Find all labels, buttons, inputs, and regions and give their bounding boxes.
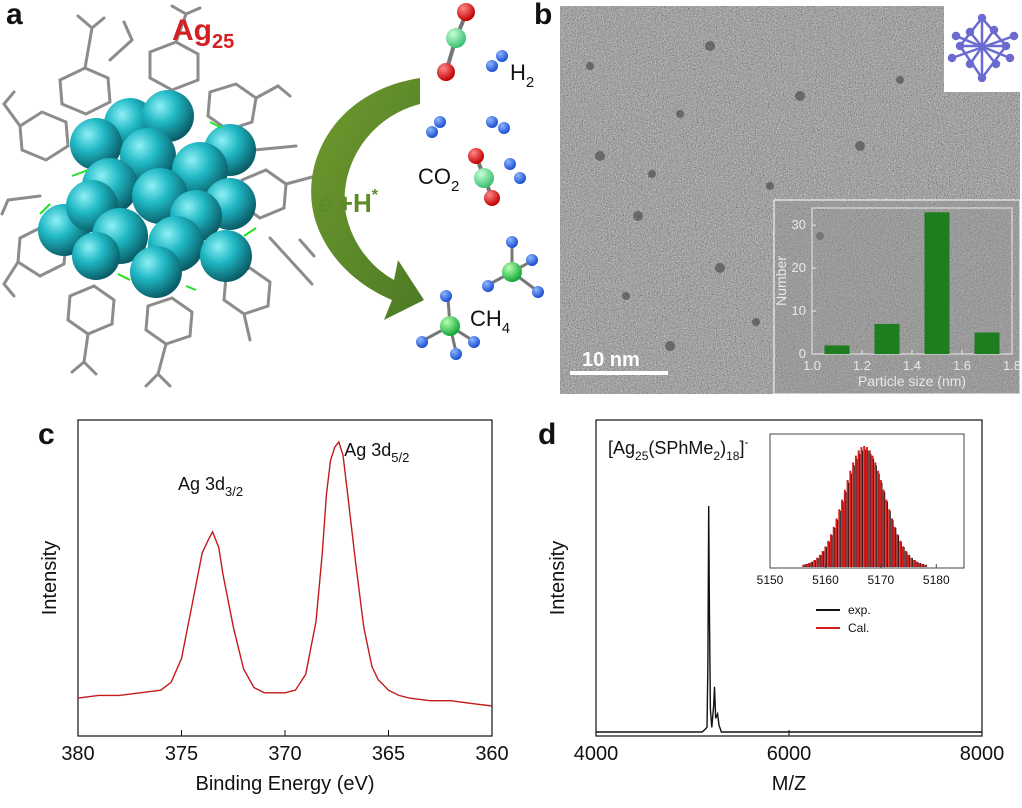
xps-chart: 380 375 370 365 360 Binding Energy (eV) Intens… bbox=[39, 419, 509, 795]
panel-label-c: c bbox=[38, 418, 55, 451]
panel-a: a bbox=[0, 0, 545, 400]
co2-molecule-top bbox=[437, 3, 475, 81]
xps-x-tick-label: 375 bbox=[165, 743, 198, 765]
inset-x-tick-label: 5150 bbox=[757, 573, 784, 587]
histogram-x-tick-label: 1.0 bbox=[803, 358, 821, 373]
histogram-frame bbox=[773, 199, 1020, 394]
histogram-bar bbox=[874, 323, 900, 354]
histogram-bar bbox=[824, 345, 850, 354]
h2-label: H2 bbox=[510, 60, 534, 91]
co2-label: CO2 bbox=[418, 164, 459, 195]
ch4-molecule bbox=[416, 290, 480, 360]
histogram-x-tick-label: 1.6 bbox=[953, 358, 971, 373]
cluster-formula: [Ag25(SPhMe2)18]- bbox=[608, 435, 748, 463]
ms-spectrum-line bbox=[596, 505, 982, 733]
histogram-bar bbox=[974, 332, 1000, 354]
arrow-label: e-+H* bbox=[318, 187, 379, 218]
histogram-x-tick-label: 1.4 bbox=[903, 358, 921, 373]
peak-label-3d52: Ag 3d5/2 bbox=[344, 440, 409, 465]
tem-image: 10 nm 1.0 1.2 1.4 1.6 1.8 0 10 20 30 Particle siz… bbox=[560, 6, 1020, 394]
inset-x-tick-label: 5160 bbox=[812, 573, 839, 587]
legend-label: Cal. bbox=[848, 621, 869, 635]
panel-d: d 4000 6000 8000 M/Z Intensity [Ag25(SPhMe2)1… bbox=[520, 404, 1022, 808]
histogram-x-tick-label: 1.8 bbox=[1003, 358, 1020, 373]
ms-x-tick-label: 4000 bbox=[574, 743, 619, 765]
panel-label-b: b bbox=[534, 0, 553, 31]
ms-x-tick-label: 6000 bbox=[767, 743, 812, 765]
xps-plot-frame bbox=[77, 419, 493, 737]
icosahedron-icon bbox=[947, 13, 1019, 83]
histogram-x-label: Particle size (nm) bbox=[858, 373, 966, 389]
ms-chart: 4000 6000 8000 M/Z Intensity [Ag25(SPhMe2)18]… bbox=[547, 419, 1005, 795]
histogram-y-label: Number bbox=[773, 256, 789, 306]
peak-label-3d32: Ag 3d3/2 bbox=[178, 474, 243, 499]
xps-x-tick-label: 360 bbox=[475, 743, 508, 765]
histogram-y-tick-label: 0 bbox=[799, 346, 806, 361]
nanoparticles bbox=[586, 41, 904, 351]
legend-label: exp. bbox=[848, 603, 871, 617]
silver-core bbox=[38, 90, 256, 298]
xps-spectrum-line bbox=[77, 440, 493, 707]
h2-molecule-2 bbox=[426, 116, 446, 138]
xps-x-tick-label: 370 bbox=[268, 743, 301, 765]
histogram-bar bbox=[924, 212, 950, 354]
ms-x-label: M/Z bbox=[772, 773, 806, 795]
xps-x-tick-label: 380 bbox=[61, 743, 94, 765]
size-histogram: 1.0 1.2 1.4 1.6 1.8 0 10 20 30 Particle size (nm)… bbox=[773, 199, 1020, 394]
ms-y-label: Intensity bbox=[547, 541, 569, 615]
cluster-title: Ag25 bbox=[172, 14, 234, 53]
h2-molecule-4 bbox=[504, 158, 526, 184]
h2-molecule bbox=[486, 50, 508, 72]
histogram-y-tick-label: 20 bbox=[792, 260, 806, 275]
ch4-label: CH4 bbox=[470, 306, 510, 337]
ms-x-tick-label: 8000 bbox=[960, 743, 1005, 765]
inset-x-tick-label: 5180 bbox=[923, 573, 950, 587]
xps-x-tick-label: 365 bbox=[372, 743, 405, 765]
histogram-y-tick-label: 30 bbox=[792, 217, 806, 232]
panel-label-d: d bbox=[538, 418, 557, 451]
reaction-arrow bbox=[311, 78, 424, 320]
histogram-x-tick-label: 1.2 bbox=[853, 358, 871, 373]
h2-molecule-3 bbox=[486, 116, 510, 134]
panel-c: c 380 375 370 365 360 Binding Energy (eV) Inte… bbox=[0, 404, 520, 808]
ch4-molecule-top bbox=[482, 236, 544, 298]
xps-x-label: Binding Energy (eV) bbox=[196, 773, 375, 795]
scale-bar-label: 10 nm bbox=[582, 349, 640, 371]
panel-b: b bbox=[530, 0, 1022, 400]
histogram-y-tick-label: 10 bbox=[792, 303, 806, 318]
inset-x-tick-label: 5170 bbox=[868, 573, 895, 587]
panel-label-a: a bbox=[6, 0, 23, 31]
ligand-shell bbox=[0, 4, 318, 388]
xps-y-label: Intensity bbox=[39, 541, 61, 615]
co2-molecule bbox=[468, 148, 500, 206]
cluster-scheme: Ag25 e-+H* H2 CO2 bbox=[0, 3, 544, 388]
